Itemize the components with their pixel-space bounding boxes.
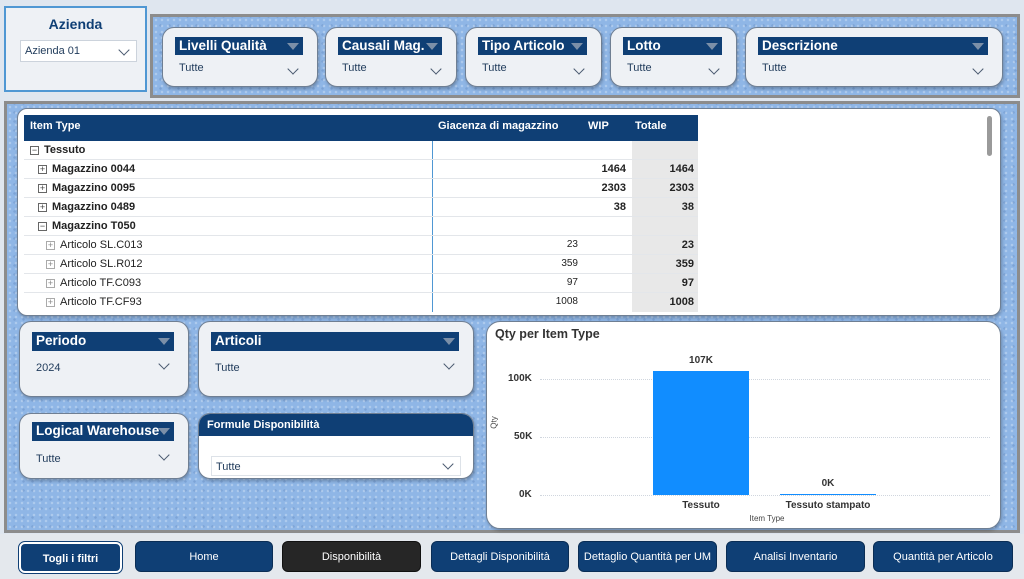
y-axis-label: Qty: [489, 416, 499, 429]
periodo-header: Periodo: [32, 332, 174, 351]
y-tick-label: 100K: [508, 373, 532, 384]
column-divider: [432, 141, 433, 312]
data-label-tessuto: 107K: [689, 354, 713, 366]
chevron-down-icon[interactable]: [287, 63, 299, 75]
header-item-type[interactable]: Item Type: [30, 120, 81, 132]
table-row[interactable]: + Articolo TF.C093 97 97: [24, 274, 698, 293]
caret-down-icon: [158, 428, 170, 435]
lotto-slicer[interactable]: Lotto Tutte: [610, 27, 737, 87]
chevron-down-icon[interactable]: [430, 63, 442, 75]
caret-down-icon: [158, 338, 170, 345]
causali-mag-header: Causali Mag.: [338, 37, 442, 55]
chevron-down-icon[interactable]: [158, 358, 170, 370]
causali-mag-value: Tutte: [342, 62, 367, 74]
chevron-down-icon: [118, 44, 130, 56]
nav-dettagli-disponibilita-button[interactable]: Dettagli Disponibilità: [431, 541, 569, 572]
bar-tessuto-stampato[interactable]: [780, 494, 876, 495]
expand-icon[interactable]: +: [38, 202, 47, 212]
logical-warehouse-value: Tutte: [36, 453, 61, 465]
table-row[interactable]: − Magazzino T050: [24, 217, 698, 236]
gridline: [540, 379, 990, 380]
tipo-articolo-header: Tipo Articolo: [478, 37, 587, 55]
formule-disponibilita-slicer[interactable]: Formule Disponibilità Tutte: [198, 413, 474, 479]
caret-down-icon: [426, 43, 438, 50]
descrizione-value: Tutte: [762, 62, 787, 74]
expand-icon[interactable]: +: [46, 278, 55, 288]
table-row[interactable]: + Articolo SL.C013 23 23: [24, 236, 698, 255]
table-row[interactable]: + Articolo SL.R012 359 359: [24, 255, 698, 274]
descrizione-slicer[interactable]: Descrizione Tutte: [745, 27, 1003, 87]
table-row[interactable]: + Magazzino 0489 38 38: [24, 198, 698, 217]
formule-dropdown[interactable]: Tutte: [211, 456, 461, 476]
collapse-icon[interactable]: −: [38, 221, 47, 231]
caret-down-icon: [287, 43, 299, 50]
formule-disponibilita-header: Formule Disponibilità: [199, 414, 473, 436]
lotto-value: Tutte: [627, 62, 652, 74]
expand-icon[interactable]: +: [46, 240, 55, 250]
table-row[interactable]: + Articolo TF.CF93 1008 1008: [46, 296, 694, 308]
causali-mag-slicer[interactable]: Causali Mag. Tutte: [325, 27, 457, 87]
azienda-value: Azienda 01: [25, 45, 81, 57]
chevron-down-icon: [442, 458, 454, 470]
expand-icon[interactable]: +: [46, 259, 55, 269]
nav-disponibilita-button[interactable]: Disponibilità: [282, 541, 421, 572]
data-label-tessuto-stampato: 0K: [821, 478, 835, 489]
tipo-articolo-value: Tutte: [482, 62, 507, 74]
formule-value: Tutte: [216, 461, 241, 473]
tipo-articolo-slicer[interactable]: Tipo Articolo Tutte: [465, 27, 602, 87]
logical-warehouse-slicer[interactable]: Logical Warehouse Tutte: [19, 413, 189, 479]
logical-warehouse-header: Logical Warehouse: [32, 422, 174, 441]
table-row[interactable]: + Magazzino 0095 2303 2303: [24, 179, 698, 198]
azienda-slicer: Azienda Azienda 01: [4, 6, 147, 92]
matrix-card: [17, 108, 1001, 316]
bar-tessuto[interactable]: [653, 370, 749, 495]
chevron-down-icon[interactable]: [708, 63, 720, 75]
header-giacenza[interactable]: Giacenza di magazzino: [438, 120, 559, 132]
articoli-slicer[interactable]: Articoli Tutte: [198, 321, 474, 397]
totale-column-bg: [632, 141, 698, 312]
table-row[interactable]: − Tessuto: [24, 141, 698, 160]
livelli-qualita-value: Tutte: [179, 62, 204, 74]
header-totale[interactable]: Totale: [635, 120, 667, 132]
periodo-value: 2024: [36, 362, 61, 374]
gridline: [540, 495, 990, 496]
descrizione-header: Descrizione: [758, 37, 988, 55]
table-row[interactable]: + Magazzino 0044 1464 1464: [24, 160, 698, 179]
x-tick-label: Tessuto stampato: [785, 500, 871, 511]
nav-analisi-inventario-button[interactable]: Analisi Inventario: [726, 541, 865, 572]
gridline: [540, 437, 990, 438]
nav-quantita-per-articolo-button[interactable]: Quantità per Articolo: [873, 541, 1013, 572]
azienda-dropdown[interactable]: Azienda 01: [20, 40, 137, 62]
header-wip[interactable]: WIP: [588, 120, 609, 132]
x-axis-label: Item Type: [749, 514, 785, 523]
caret-down-icon: [571, 43, 583, 50]
articoli-header: Articoli: [211, 332, 459, 351]
y-tick-label: 50K: [514, 431, 533, 442]
vertical-scrollbar[interactable]: [987, 116, 992, 156]
livelli-qualita-slicer[interactable]: Livelli Qualità Tutte: [162, 27, 318, 87]
articoli-value: Tutte: [215, 362, 240, 374]
lotto-header: Lotto: [623, 37, 722, 55]
chevron-down-icon[interactable]: [573, 63, 585, 75]
expand-icon[interactable]: +: [38, 183, 47, 193]
x-tick-label: Tessuto: [682, 500, 720, 511]
expand-icon[interactable]: +: [38, 164, 47, 174]
nav-dettaglio-quantita-um-button[interactable]: Dettaglio Quantità per UM: [578, 541, 717, 572]
caret-down-icon: [706, 43, 718, 50]
y-tick-label: 0K: [519, 489, 532, 500]
caret-down-icon: [443, 338, 455, 345]
collapse-icon[interactable]: −: [30, 145, 39, 155]
livelli-qualita-header: Livelli Qualità: [175, 37, 303, 55]
caret-down-icon: [972, 43, 984, 50]
azienda-title: Azienda: [48, 16, 103, 32]
matrix-header: Item Type Giacenza di magazzino WIP Tota…: [24, 115, 698, 141]
chevron-down-icon[interactable]: [443, 358, 455, 370]
chevron-down-icon[interactable]: [972, 63, 984, 75]
periodo-slicer[interactable]: Periodo 2024: [19, 321, 189, 397]
chart-title: Qty per Item Type: [495, 327, 600, 341]
expand-icon[interactable]: +: [46, 297, 55, 307]
nav-home-button[interactable]: Home: [135, 541, 273, 572]
clear-filters-button[interactable]: Togli i filtri: [18, 541, 123, 574]
chevron-down-icon[interactable]: [158, 449, 170, 461]
